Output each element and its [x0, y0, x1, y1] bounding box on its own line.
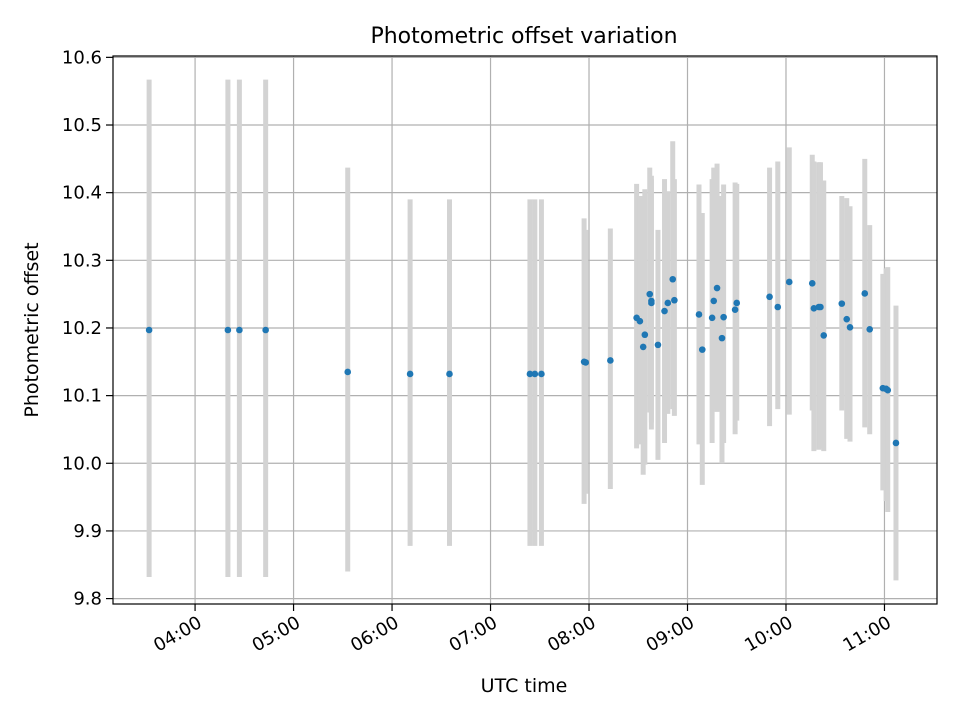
data-point	[531, 370, 539, 378]
y-tick-label: 10.4	[62, 183, 102, 204]
data-point	[731, 306, 739, 314]
y-tick-label: 10.0	[62, 453, 102, 474]
data-point	[654, 341, 662, 349]
y-axis-label: Photometric offset	[21, 242, 43, 417]
data-point	[808, 280, 816, 287]
data-point	[639, 343, 647, 351]
x-axis-label: UTC time	[481, 675, 568, 697]
data-point	[406, 370, 414, 378]
data-point	[641, 331, 649, 339]
y-axis-ticks: 9.8 9.9 10.0 10.1 10.2 10.3 10.4 10.5 10.6	[62, 47, 113, 610]
y-tick-label: 9.9	[73, 521, 102, 542]
data-point	[785, 278, 793, 286]
data-point	[646, 290, 654, 298]
data-point	[892, 439, 900, 447]
data-point	[671, 296, 678, 304]
plot-frame	[112, 55, 938, 605]
y-tick-label: 9.8	[73, 589, 102, 610]
data-point	[698, 346, 706, 353]
data-point	[766, 293, 773, 301]
data-point	[526, 370, 534, 378]
data-points	[145, 275, 900, 447]
data-point	[661, 307, 668, 315]
data-point	[713, 284, 721, 292]
data-point	[262, 326, 269, 334]
data-point	[708, 314, 716, 322]
data-point	[446, 370, 453, 378]
data-point	[774, 303, 782, 311]
data-point	[648, 299, 655, 307]
data-point	[861, 290, 869, 297]
chart-title: Photometric offset variation	[370, 24, 677, 49]
data-point	[236, 326, 243, 334]
y-tick-label: 10.2	[62, 318, 102, 339]
data-point	[866, 326, 874, 333]
y-tick-label: 10.1	[62, 386, 102, 407]
data-point	[733, 299, 741, 307]
y-tick-label: 10.3	[62, 250, 102, 271]
data-point	[669, 275, 677, 283]
data-point	[720, 313, 727, 321]
y-tick-label: 10.6	[62, 47, 102, 68]
grid-lines	[113, 56, 937, 604]
data-point	[817, 303, 824, 311]
data-point	[695, 311, 703, 318]
data-point	[843, 315, 851, 323]
data-point	[884, 386, 892, 394]
data-point	[607, 357, 614, 364]
data-point	[344, 368, 352, 376]
data-point	[838, 300, 846, 307]
data-point	[846, 323, 854, 331]
data-point	[538, 370, 545, 378]
data-point	[145, 326, 153, 334]
data-point	[710, 297, 718, 305]
y-tick-label: 10.5	[62, 115, 102, 136]
data-point	[718, 334, 726, 342]
data-point	[582, 359, 590, 366]
data-point	[636, 317, 644, 325]
data-point	[224, 326, 232, 334]
data-point	[820, 332, 828, 339]
data-point	[664, 299, 672, 307]
